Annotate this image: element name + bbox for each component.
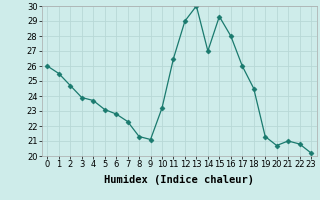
X-axis label: Humidex (Indice chaleur): Humidex (Indice chaleur) (104, 175, 254, 185)
